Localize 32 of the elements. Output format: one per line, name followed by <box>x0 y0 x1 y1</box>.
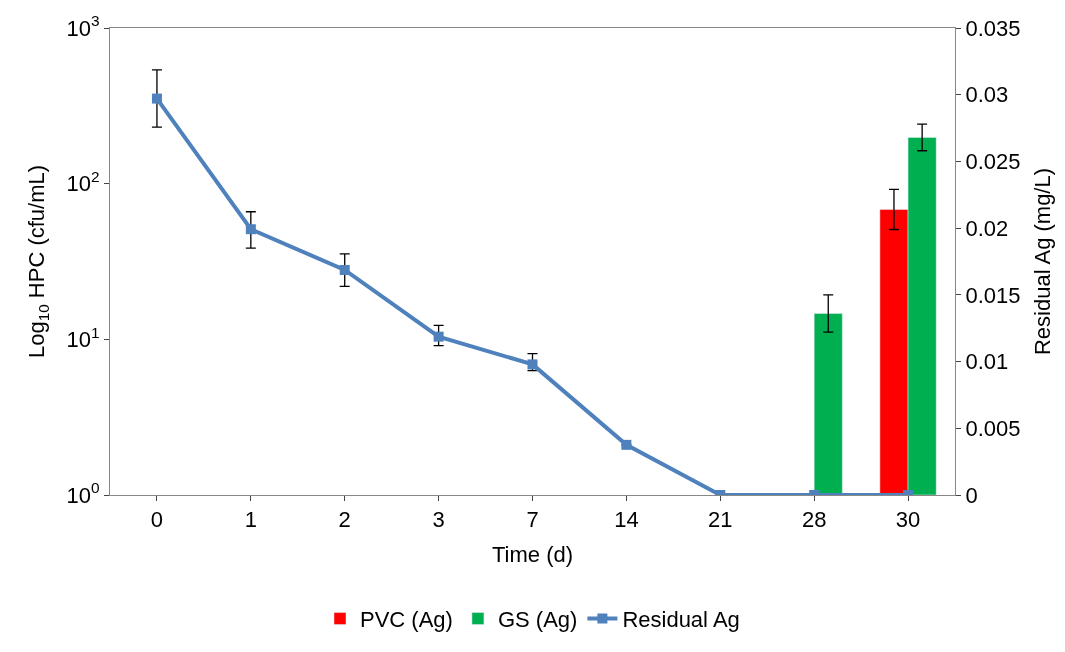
y2-tick-label: 0.03 <box>965 82 1009 108</box>
y2-tick-label: 0.02 <box>965 215 1009 241</box>
y-tick-label: 10$^{3}$ <box>66 12 100 41</box>
y-tick-label: 10$^{2}$ <box>66 168 100 197</box>
x-tick-label: 1 <box>244 507 257 533</box>
x-tick-label: 28 <box>801 507 827 533</box>
point <box>339 264 350 275</box>
y2-tick-label: 0.025 <box>965 149 1021 175</box>
x-axis-title: Time (d) <box>491 542 574 568</box>
y2-tick-label: 0.035 <box>965 15 1021 41</box>
x-tick-label: 0 <box>150 507 164 533</box>
point <box>245 224 256 235</box>
legend-label: PVC (Ag) <box>360 607 453 633</box>
y2-tick-label: 0.01 <box>965 349 1009 375</box>
x-tick-label: 3 <box>432 507 445 533</box>
point <box>527 359 538 370</box>
x-tick-label: 21 <box>708 507 733 533</box>
x-tick-label: 30 <box>895 507 921 533</box>
legend-label: Residual Ag <box>622 607 740 633</box>
point <box>433 331 444 342</box>
x-tick-label: 7 <box>526 507 539 533</box>
x-tick-label: 14 <box>614 507 639 533</box>
y2-axis-title: Residual Ag (mg/L) <box>1030 167 1056 356</box>
x-tick-label: 2 <box>338 507 351 533</box>
point <box>621 439 632 450</box>
y-tick-label: 10$^{0}$ <box>66 479 100 508</box>
y2-tick-label: 0 <box>965 482 978 508</box>
legend-label: GS (Ag) <box>497 607 578 633</box>
y2-tick-label: 0.005 <box>965 415 1021 441</box>
point <box>151 93 162 104</box>
y-tick-label: 10$^{1}$ <box>66 323 100 353</box>
y2-tick-label: 0.015 <box>965 282 1021 308</box>
